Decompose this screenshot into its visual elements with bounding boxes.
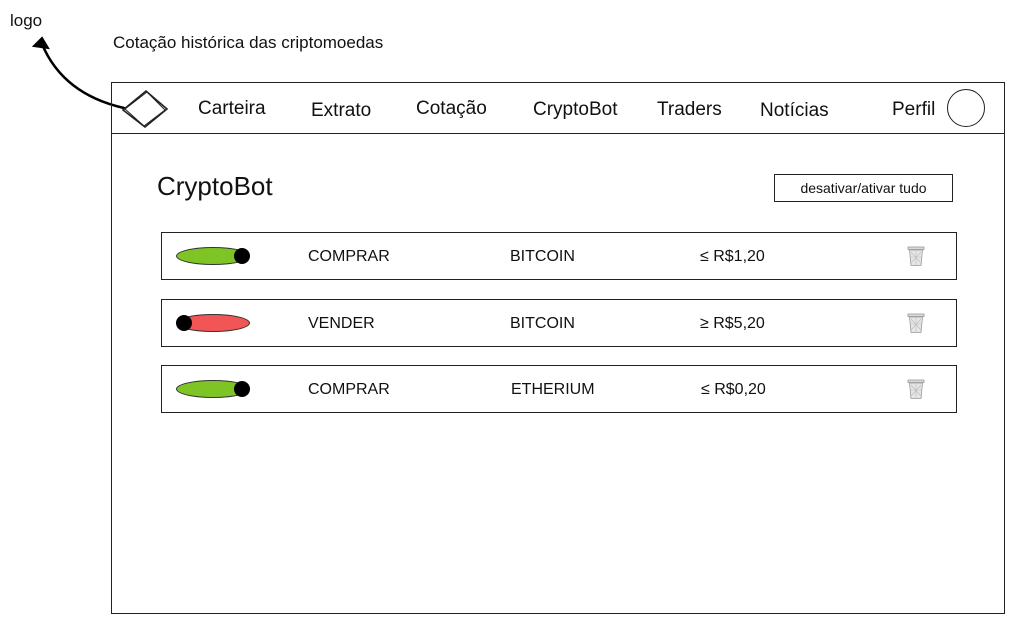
bot-toggle-switch[interactable] <box>176 247 250 265</box>
nav-item-noticias[interactable]: Notícias <box>760 100 829 121</box>
nav-item-cotacao[interactable]: Cotação <box>416 98 487 119</box>
bot-coin: ETHERIUM <box>511 381 595 398</box>
bot-toggle-switch[interactable] <box>176 380 250 398</box>
toggle-all-button[interactable]: desativar/ativar tudo <box>774 174 953 202</box>
bot-row: COMPRAR BITCOIN ≤ R$1,20 <box>161 232 957 280</box>
diamond-logo-icon[interactable] <box>120 89 170 129</box>
bot-row: VENDER BITCOIN ≥ R$5,20 <box>161 299 957 347</box>
page-title: CryptoBot <box>157 171 273 201</box>
nav-item-traders[interactable]: Traders <box>657 99 722 120</box>
trash-icon[interactable] <box>906 312 926 334</box>
bot-coin: BITCOIN <box>510 315 575 332</box>
trash-icon[interactable] <box>906 245 926 267</box>
nav-item-extrato[interactable]: Extrato <box>311 100 372 121</box>
trash-icon[interactable] <box>906 378 926 400</box>
app-window: Carteira Extrato Cotação CryptoBot Trade… <box>111 82 1005 614</box>
nav-item-carteira[interactable]: Carteira <box>198 98 266 119</box>
bot-condition: ≤ R$1,20 <box>700 248 765 265</box>
nav-item-perfil[interactable]: Perfil <box>892 99 936 120</box>
bot-coin: BITCOIN <box>510 248 575 265</box>
top-navbar: Carteira Extrato Cotação CryptoBot Trade… <box>112 83 1004 134</box>
bot-condition: ≤ R$0,20 <box>701 381 766 398</box>
profile-avatar-icon[interactable] <box>947 89 985 127</box>
bot-toggle-switch[interactable] <box>176 314 250 332</box>
annotation-caption: Cotação histórica das criptomoedas <box>113 33 384 52</box>
bot-action: COMPRAR <box>308 381 390 398</box>
bot-row: COMPRAR ETHERIUM ≤ R$0,20 <box>161 365 957 413</box>
bot-action: COMPRAR <box>308 248 390 265</box>
bot-condition: ≥ R$5,20 <box>700 315 765 332</box>
annotation-logo-label: logo <box>10 11 43 30</box>
toggle-knob <box>234 381 250 397</box>
nav-item-cryptobot[interactable]: CryptoBot <box>533 99 618 120</box>
toggle-knob <box>234 248 250 264</box>
bot-action: VENDER <box>308 315 375 332</box>
toggle-knob <box>176 315 192 331</box>
